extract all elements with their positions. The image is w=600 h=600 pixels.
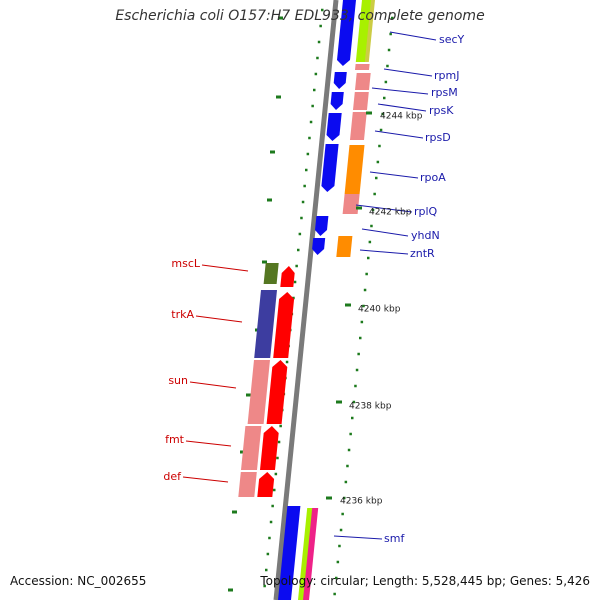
leader-line (369, 171, 419, 179)
gene-arrow (330, 92, 344, 110)
gene-block-mscL (263, 263, 279, 284)
gene-block-rpoA (344, 145, 365, 194)
gene-arrow (321, 144, 339, 192)
gene-block-zntR (336, 236, 353, 257)
gene-block-sun (247, 360, 270, 424)
scale-label: 4240 kbp (358, 305, 401, 315)
gene-block-lime (298, 508, 314, 600)
accession-text: Accession: NC_002655 (10, 574, 147, 588)
gene-arrow (333, 72, 347, 89)
gene-blocks (238, 0, 375, 600)
scale-label: 4238 kbp (349, 402, 392, 412)
leader-line (377, 103, 427, 112)
leader-line (389, 31, 437, 41)
gene-label-zntR: zntR (410, 247, 435, 260)
gene-arrow-sun (266, 360, 288, 424)
gene-label-rpoA: rpoA (420, 171, 446, 184)
gene-block-magenta (303, 508, 319, 600)
leader-line (195, 315, 243, 323)
gene-label-yhdN: yhdN (411, 229, 440, 242)
gene-labels: secY rpmJ rpsM rpsK rpsD rpoA rplQ yhdN zntR smf m… (163, 33, 464, 545)
gene-block-secY (337, 0, 356, 57)
topology-text: Topology: circular; Length: 5,528,445 bp… (260, 574, 590, 588)
gene-arrow (315, 216, 329, 236)
label-leader-lines (182, 31, 437, 540)
gene-arrow-trkA (273, 292, 295, 358)
scale-label: 4236 kbp (340, 497, 383, 507)
genome-backbone (273, 0, 339, 600)
gene-block-rplQ (342, 194, 360, 214)
leader-line (185, 440, 232, 447)
gene-label-smf: smf (384, 532, 405, 545)
leader-line (383, 68, 433, 77)
gene-label-rpsK: rpsK (429, 104, 454, 117)
kbp-scale: 4244 kbp 4242 kbp 4240 kbp 4238 kbp 4236 kbp (326, 111, 423, 507)
gene-label-rpsM: rpsM (431, 86, 458, 99)
gene-arrow-fmt (260, 426, 279, 470)
gene-block-smf (278, 506, 301, 600)
gene-label-def: def (163, 470, 182, 483)
gene-arrow (337, 57, 351, 66)
leader-line (201, 264, 249, 272)
gene-label-sun: sun (168, 374, 188, 387)
gene-block-trkA (254, 290, 277, 358)
leader-line (359, 249, 409, 255)
gene-block-lime (355, 0, 373, 62)
gene-arrow-def (257, 472, 275, 497)
leader-line (333, 535, 383, 540)
gene-label-secY: secY (439, 33, 465, 46)
gene-label-rpmJ: rpmJ (434, 69, 459, 82)
map-title: Escherichia coli O157:H7 EDL933, complet… (115, 8, 485, 24)
gene-label-trkA: trkA (171, 308, 194, 321)
leader-line (189, 381, 237, 389)
leader-line (355, 204, 413, 213)
gene-block (353, 92, 369, 110)
leader-line (361, 228, 409, 237)
gene-block-def (238, 472, 257, 497)
gene-arrow (312, 238, 326, 255)
leader-line (182, 476, 229, 483)
scale-label: 4242 kbp (369, 208, 412, 218)
gene-label-mscL: mscL (171, 257, 200, 270)
gene-block (355, 64, 370, 70)
leader-line (374, 130, 424, 139)
gene-label-fmt: fmt (165, 433, 185, 446)
gene-block-fmt (241, 426, 262, 470)
gene-arrow (326, 113, 342, 141)
gene-block (350, 112, 367, 140)
scale-label: 4244 kbp (380, 112, 423, 122)
leader-line (371, 87, 429, 95)
gene-block (355, 73, 371, 90)
gene-block-stripe (364, 0, 375, 62)
gene-label-rplQ: rplQ (414, 205, 438, 218)
gene-arrow-mscL (280, 266, 295, 287)
gene-label-rpsD: rpsD (425, 131, 451, 144)
outer-dotted-tracks (228, 8, 394, 596)
